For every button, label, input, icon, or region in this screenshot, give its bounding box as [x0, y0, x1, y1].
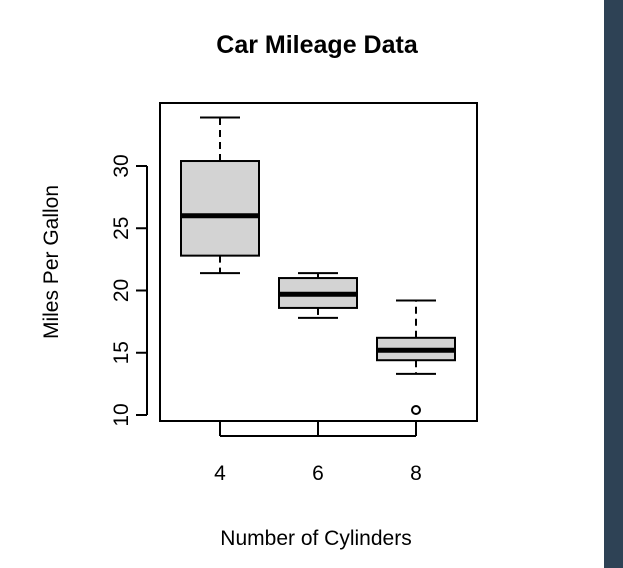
x-axis-label: Number of Cylinders — [220, 527, 411, 550]
y-tick-label: 10 — [110, 403, 133, 426]
iqr-box — [180, 160, 260, 257]
plot-frame — [159, 102, 478, 422]
box-6 — [278, 272, 358, 319]
outlier-point — [411, 405, 421, 416]
x-tick-label: 4 — [214, 462, 226, 485]
y-tick-label: 30 — [110, 154, 133, 177]
y-axis: 10 15 20 25 30 — [110, 154, 148, 427]
y-axis-label: Miles Per Gallon — [40, 185, 63, 339]
x-tick-label: 6 — [312, 462, 324, 485]
x-axis: 4 6 8 — [214, 422, 422, 485]
box-8 — [376, 299, 456, 416]
chart-title: Car Mileage Data — [216, 31, 419, 59]
y-tick-label: 20 — [110, 279, 133, 302]
side-panel — [604, 0, 623, 568]
box-series — [180, 116, 456, 416]
y-tick-label: 25 — [110, 217, 133, 240]
x-tick-label: 8 — [410, 462, 422, 485]
y-tick-label: 15 — [110, 341, 133, 364]
box-4 — [180, 116, 260, 275]
